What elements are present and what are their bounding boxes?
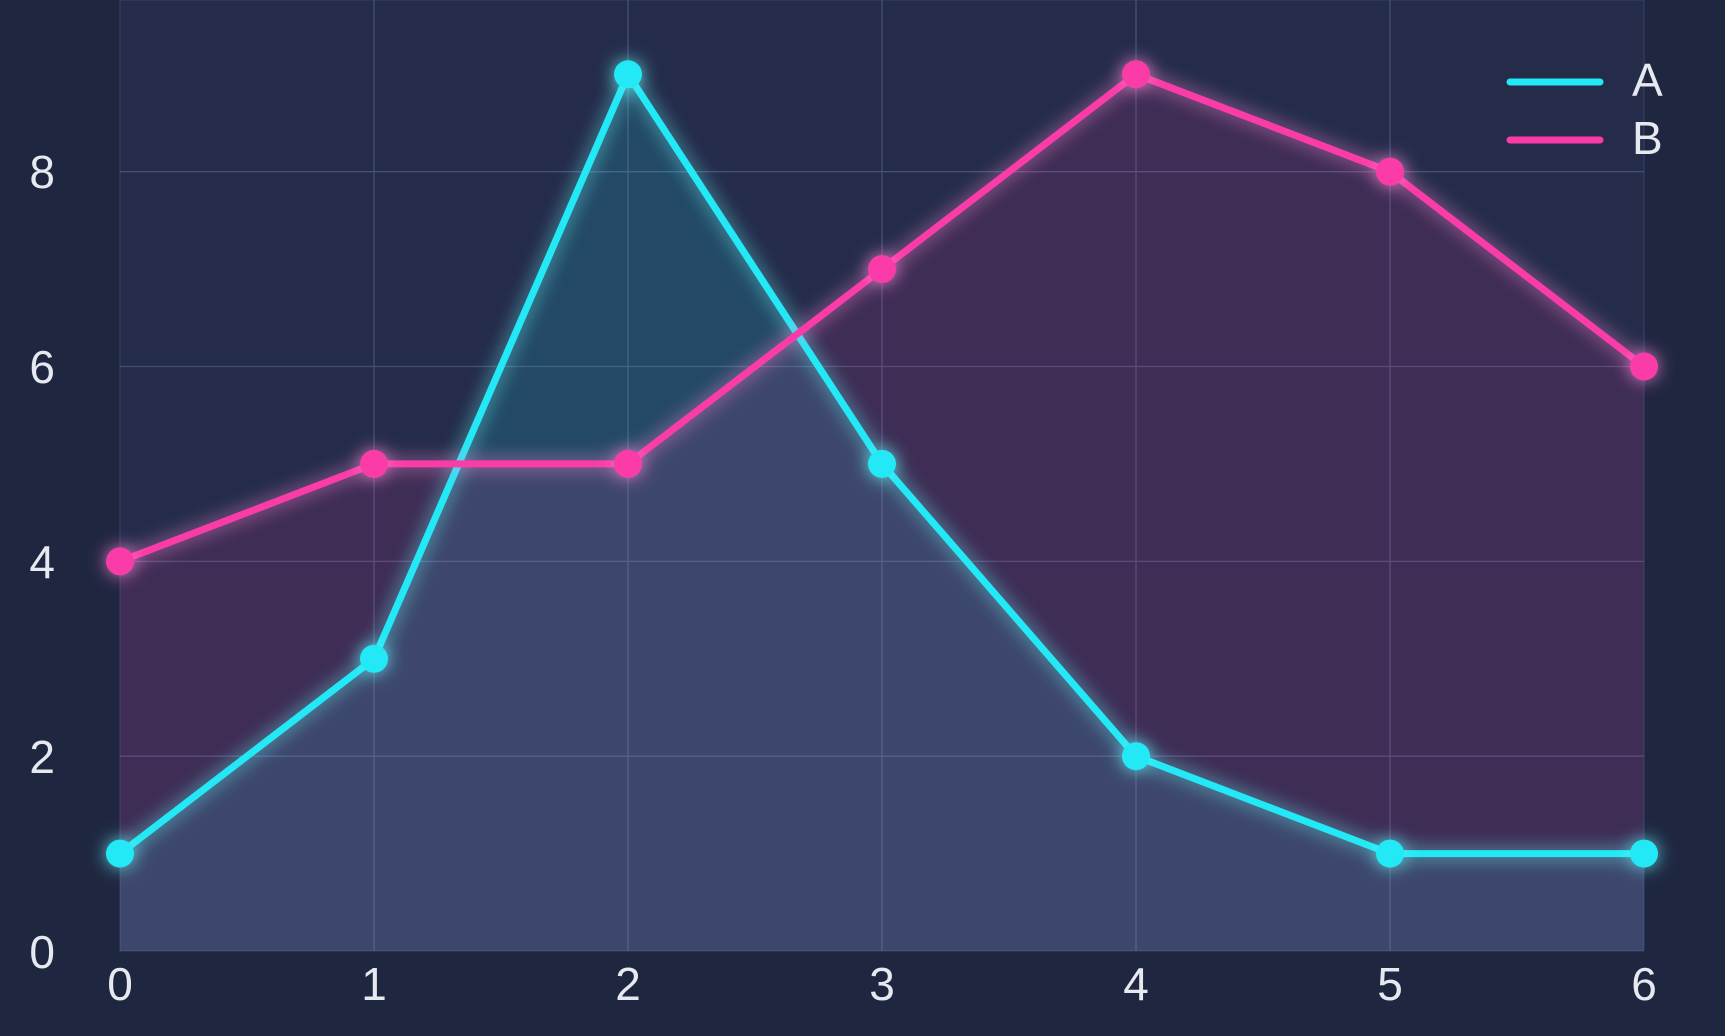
- svg-text:1: 1: [361, 958, 387, 1010]
- svg-text:4: 4: [29, 536, 55, 588]
- svg-text:6: 6: [29, 341, 55, 393]
- svg-text:B: B: [1632, 112, 1663, 164]
- svg-text:3: 3: [869, 958, 895, 1010]
- svg-text:4: 4: [1123, 958, 1149, 1010]
- svg-text:2: 2: [29, 731, 55, 783]
- svg-text:0: 0: [107, 958, 133, 1010]
- svg-text:2: 2: [615, 958, 641, 1010]
- svg-text:A: A: [1632, 54, 1663, 106]
- svg-text:5: 5: [1377, 958, 1403, 1010]
- svg-text:6: 6: [1631, 958, 1657, 1010]
- svg-text:8: 8: [29, 146, 55, 198]
- svg-text:0: 0: [29, 926, 55, 978]
